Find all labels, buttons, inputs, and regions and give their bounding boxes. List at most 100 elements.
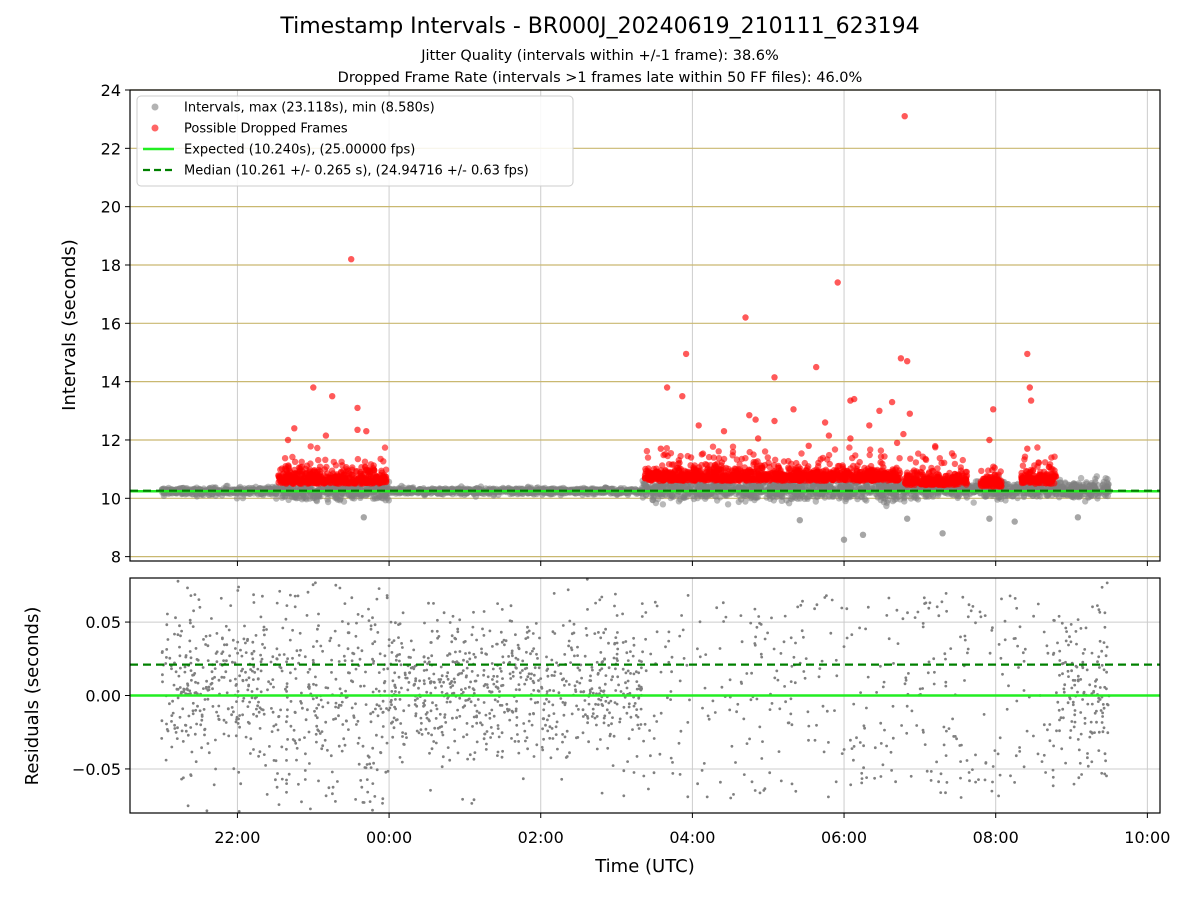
interval-point: [742, 492, 749, 499]
interval-point: [714, 483, 721, 490]
interval-point: [843, 482, 850, 490]
interval-point: [724, 501, 732, 508]
dropped-frame-point: [281, 455, 289, 462]
dropped-frame-point: [701, 475, 708, 482]
dropped-frame-point: [831, 446, 839, 453]
interval-point: [863, 497, 870, 504]
interval-point: [324, 496, 331, 503]
interval-point: [282, 492, 289, 499]
interval-point: [360, 514, 367, 521]
interval-point: [1069, 493, 1077, 500]
dropped-frame-point: [767, 476, 774, 483]
dropped-frame-point: [658, 475, 665, 482]
interval-point: [879, 494, 887, 502]
dropped-frame-point: [693, 474, 700, 481]
dropped-frame-point: [354, 455, 362, 463]
dropped-frame-point: [761, 477, 768, 484]
dropped-frame-point: [643, 447, 651, 455]
interval-point: [1020, 493, 1028, 501]
dropped-frame-point: [327, 476, 334, 483]
dropped-frame-point: [715, 448, 722, 455]
dropped-frame-point: [747, 468, 754, 476]
dropped-frame-point: [644, 454, 652, 461]
interval-point: [1070, 480, 1078, 487]
interval-point: [1091, 491, 1099, 499]
interval-point: [814, 493, 821, 501]
dropped-frame-point: [323, 463, 330, 471]
dropped-frame-point: [683, 471, 690, 478]
dropped-frame-point: [341, 475, 348, 482]
dropped-frame-point: [854, 462, 861, 469]
interval-point: [685, 482, 692, 489]
interval-point: [970, 499, 977, 506]
dropped-frame-point: [948, 450, 956, 457]
interval-point: [639, 494, 647, 501]
interval-point: [796, 517, 803, 524]
dropped-frame-point: [690, 464, 697, 471]
interval-point: [783, 497, 790, 504]
interval-point: [273, 495, 280, 502]
interval-point: [306, 495, 313, 502]
dropped-frame-point: [732, 477, 739, 484]
interval-point: [351, 492, 358, 499]
interval-point: [897, 496, 904, 503]
interval-point: [939, 530, 946, 537]
dropped-frame-point: [720, 455, 728, 463]
dropped-frame-point: [826, 460, 833, 468]
dropped-frame-point: [959, 456, 966, 464]
dropped-frame-point: [353, 474, 360, 481]
dropped-frame-point: [298, 458, 305, 465]
interval-point: [381, 492, 389, 500]
interval-point: [674, 482, 681, 490]
interval-point: [859, 531, 867, 538]
dropped-frame-point: [729, 448, 737, 456]
dropped-frame-point: [313, 480, 320, 487]
dropped-frame-point: [877, 467, 884, 474]
interval-point: [735, 498, 742, 506]
dropped-frame-point: [641, 475, 649, 482]
dropped-frame-point: [778, 477, 785, 484]
interval-point: [986, 515, 993, 522]
interval-point: [1104, 483, 1111, 490]
dropped-frame-point: [361, 477, 368, 484]
dropped-frame-point: [825, 451, 833, 459]
dropped-frame-point: [708, 472, 715, 479]
dropped-frame-point: [798, 450, 805, 457]
dropped-frame-point: [369, 475, 376, 482]
interval-point: [838, 494, 845, 501]
dropped-frame-point: [887, 476, 894, 484]
dropped-frame-point: [742, 455, 749, 462]
dropped-frame-point: [894, 476, 901, 484]
dropped-frame-point: [289, 453, 296, 461]
interval-point: [794, 495, 801, 502]
interval-point: [767, 495, 774, 502]
interval-point: [1085, 493, 1093, 501]
interval-point: [1083, 480, 1090, 487]
dropped-frame-point: [837, 473, 844, 481]
dropped-frame-point: [806, 468, 814, 476]
dropped-frame-point: [283, 479, 290, 486]
dropped-frame-point: [877, 447, 885, 454]
dropped-frame-rate-subtitle: Dropped Frame Rate (intervals >1 frames …: [337, 70, 863, 86]
dropped-frame-point: [322, 456, 329, 463]
dropped-frame-point: [752, 459, 759, 466]
dropped-frame-point: [314, 444, 321, 452]
interval-point: [332, 494, 339, 501]
dropped-frame-point: [764, 454, 771, 461]
interval-point: [826, 483, 833, 490]
interval-point: [925, 493, 932, 500]
dropped-frame-point: [663, 469, 670, 476]
dropped-frame-point: [907, 455, 914, 462]
dropped-frame-point: [709, 443, 717, 450]
dropped-frame-point: [733, 456, 741, 463]
dropped-frame-point: [343, 464, 350, 471]
interval-point: [735, 492, 743, 499]
dropped-frame-point: [291, 466, 298, 474]
dropped-frame-point: [761, 461, 768, 469]
dropped-frame-point: [826, 472, 833, 480]
dropped-frame-point: [350, 480, 357, 487]
dropped-frame-point: [381, 474, 388, 482]
dropped-frame-point: [846, 444, 853, 451]
dropped-frame-point: [684, 477, 691, 484]
